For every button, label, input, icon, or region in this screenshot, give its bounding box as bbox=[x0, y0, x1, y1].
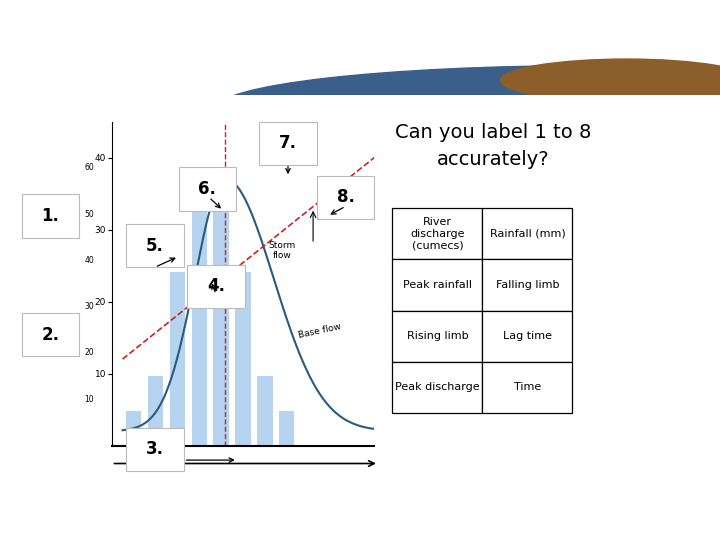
Bar bbox=[213, 168, 229, 446]
Ellipse shape bbox=[500, 59, 720, 102]
Text: Peak rainfall: Peak rainfall bbox=[403, 280, 472, 290]
Text: 8.: 8. bbox=[337, 188, 354, 206]
Text: 40: 40 bbox=[84, 256, 94, 265]
Bar bbox=[148, 376, 163, 446]
Text: 6.: 6. bbox=[199, 180, 216, 198]
Text: Base flow: Base flow bbox=[297, 322, 342, 340]
Text: 2.: 2. bbox=[42, 326, 60, 344]
Text: 30: 30 bbox=[84, 302, 94, 311]
Bar bbox=[170, 272, 185, 446]
Bar bbox=[126, 411, 141, 446]
Text: Can you label 1 to 8
accurately?: Can you label 1 to 8 accurately? bbox=[395, 123, 591, 168]
Text: Rising limb: Rising limb bbox=[407, 331, 468, 341]
Text: River
discharge
(cumecs): River discharge (cumecs) bbox=[410, 217, 464, 250]
Text: 4.: 4. bbox=[207, 277, 225, 295]
Text: Rainfall (mm): Rainfall (mm) bbox=[490, 228, 565, 239]
Bar bbox=[257, 376, 273, 446]
Text: Higher Geography: Higher Geography bbox=[13, 18, 256, 42]
Bar bbox=[192, 168, 207, 446]
Text: Peak discharge: Peak discharge bbox=[395, 382, 480, 393]
Text: 3.: 3. bbox=[145, 440, 164, 458]
Text: Time: Time bbox=[514, 382, 541, 393]
Text: 7.: 7. bbox=[279, 134, 297, 152]
Text: 1.: 1. bbox=[42, 207, 59, 225]
Text: Storm
flow: Storm flow bbox=[269, 241, 296, 260]
Bar bbox=[279, 411, 294, 446]
Text: Lag time: Lag time bbox=[503, 331, 552, 341]
Bar bbox=[235, 272, 251, 446]
Text: Falling limb: Falling limb bbox=[495, 280, 559, 290]
Text: Hydrosphere: Hydrosphere bbox=[13, 60, 111, 76]
Text: 60: 60 bbox=[84, 163, 94, 172]
Ellipse shape bbox=[216, 66, 720, 152]
Text: 5.: 5. bbox=[146, 237, 163, 255]
Text: 10: 10 bbox=[84, 395, 94, 404]
Text: 50: 50 bbox=[84, 210, 94, 219]
Text: 20: 20 bbox=[84, 348, 94, 357]
